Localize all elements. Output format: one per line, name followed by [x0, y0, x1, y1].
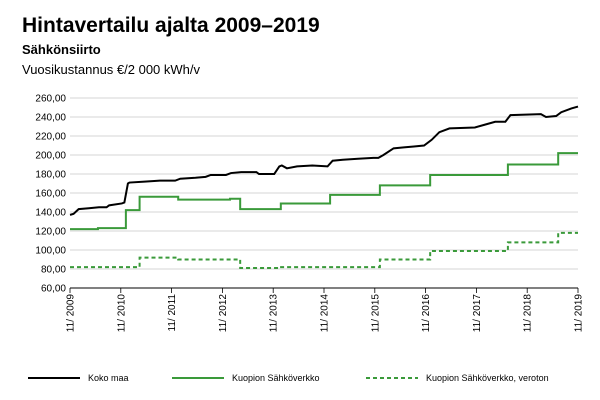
legend-label: Kuopion Sähköverkko, veroton [426, 373, 549, 383]
x-tick-label: 11/ 2018 [523, 294, 534, 333]
y-tick-label: 160,00 [35, 189, 66, 200]
line-series [70, 152, 578, 231]
y-tick-label: 80,00 [41, 265, 66, 276]
y-tick-label: 140,00 [35, 208, 66, 219]
line-series [69, 105, 579, 216]
chart-title: Hintavertailu ajalta 2009–2019 [22, 14, 320, 37]
x-tick-label: 11/ 2014 [320, 294, 331, 333]
x-tick-label: 11/ 2017 [472, 294, 483, 333]
x-tick-label: 11/ 2012 [218, 294, 229, 333]
y-tick-label: 240,00 [35, 113, 66, 124]
y-tick-label: 180,00 [35, 170, 66, 181]
y-tick-label: 120,00 [35, 227, 66, 238]
legend-label: Kuopion Sähköverkko [232, 373, 320, 383]
y-tick-label: 100,00 [35, 246, 66, 257]
x-tick-label: 11/ 2009 [66, 294, 77, 333]
x-tick-label: 11/ 2010 [116, 294, 127, 333]
x-tick-label: 11/ 2013 [269, 294, 280, 333]
x-tick-label: 11/ 2015 [370, 294, 381, 333]
x-tick-label: 11/ 2011 [167, 294, 178, 332]
x-tick-label: 11/ 2016 [421, 294, 432, 333]
x-tick-label: 11/ 2019 [574, 294, 585, 333]
legend-label: Koko maa [88, 373, 129, 383]
y-tick-label: 200,00 [35, 151, 66, 162]
y-tick-label: 260,00 [35, 94, 66, 105]
y-axis-label: Vuosikustannus €/2 000 kWh/v [22, 62, 201, 77]
line-series [70, 231, 578, 270]
y-tick-label: 60,00 [41, 284, 66, 295]
chart-subtitle: Sähkönsiirto [22, 42, 101, 57]
y-tick-label: 220,00 [35, 132, 66, 143]
